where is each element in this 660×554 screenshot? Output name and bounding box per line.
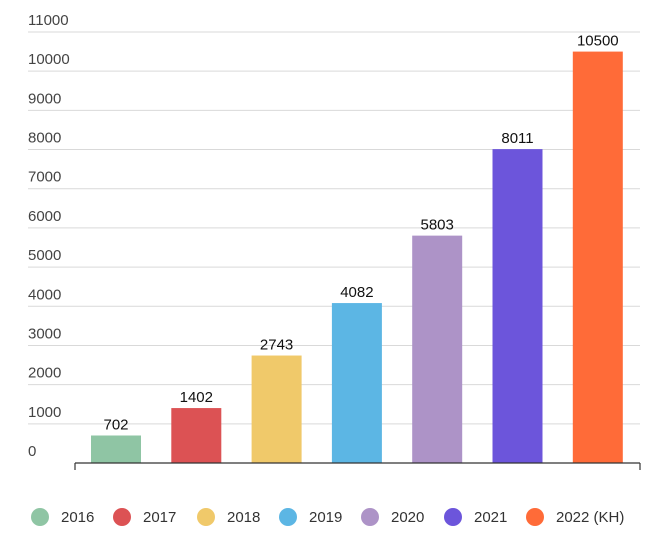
gridlines — [28, 31, 640, 425]
legend-label: 2018 — [227, 509, 260, 526]
bars — [91, 51, 623, 464]
y-tick-label: 2000 — [28, 365, 61, 382]
legend-label: 2019 — [309, 509, 342, 526]
legend-item: 2016 — [31, 508, 94, 526]
y-tick-label: 11000 — [28, 12, 69, 29]
legend-item: 2018 — [197, 508, 260, 526]
legend: 2016 2017 2018 2019 2020 2021 2022 (KH) — [31, 508, 624, 526]
legend-item: 2022 (KH) — [526, 508, 624, 526]
y-tick-label: 4000 — [28, 286, 61, 303]
data-label: 5803 — [421, 217, 454, 234]
legend-swatch — [197, 508, 215, 526]
data-label: 8011 — [501, 130, 533, 147]
legend-swatch — [526, 508, 544, 526]
y-tick-label: 3000 — [28, 325, 61, 342]
legend-swatch — [361, 508, 379, 526]
legend-label: 2020 — [391, 509, 424, 526]
data-label: 1402 — [180, 389, 213, 406]
legend-item: 2017 — [113, 508, 176, 526]
bar-2016 — [91, 435, 141, 463]
data-label: 702 — [103, 416, 128, 433]
bar-2020 — [412, 235, 463, 463]
bar-2021 — [492, 149, 543, 464]
x-axis — [74, 462, 641, 470]
legend-label: 2022 (KH) — [556, 509, 624, 526]
legend-label: 2021 — [474, 509, 507, 526]
y-tick-label: 10000 — [28, 51, 70, 68]
legend-item: 2019 — [279, 508, 342, 526]
y-tick-label: 0 — [28, 443, 36, 460]
y-tick-label: 1000 — [28, 404, 61, 421]
legend-swatch — [31, 508, 49, 526]
y-tick-label: 5000 — [28, 247, 61, 264]
legend-item: 2020 — [361, 508, 424, 526]
data-label: 10500 — [577, 33, 619, 50]
data-label: 4082 — [340, 284, 373, 301]
legend-label: 2017 — [143, 509, 176, 526]
y-tick-label: 8000 — [28, 130, 61, 147]
legend-label: 2016 — [61, 509, 94, 526]
y-tick-label: 9000 — [28, 90, 61, 107]
bar-2019 — [331, 303, 382, 463]
y-tick-label: 6000 — [28, 208, 61, 225]
legend-swatch — [279, 508, 297, 526]
bar-2022-kh — [572, 51, 623, 463]
data-labels: 702 1402 2743 4082 5803 8011 10500 — [103, 33, 618, 434]
y-axis-tick-labels: 0 1000 2000 3000 4000 5000 6000 7000 8000 9000 100… — [28, 12, 70, 460]
legend-item: 2021 — [444, 508, 507, 526]
data-label: 2743 — [260, 337, 293, 354]
bar-2018 — [251, 355, 302, 463]
legend-swatch — [444, 508, 462, 526]
legend-swatch — [113, 508, 131, 526]
bar-2017 — [171, 408, 222, 463]
y-tick-label: 7000 — [28, 169, 61, 186]
